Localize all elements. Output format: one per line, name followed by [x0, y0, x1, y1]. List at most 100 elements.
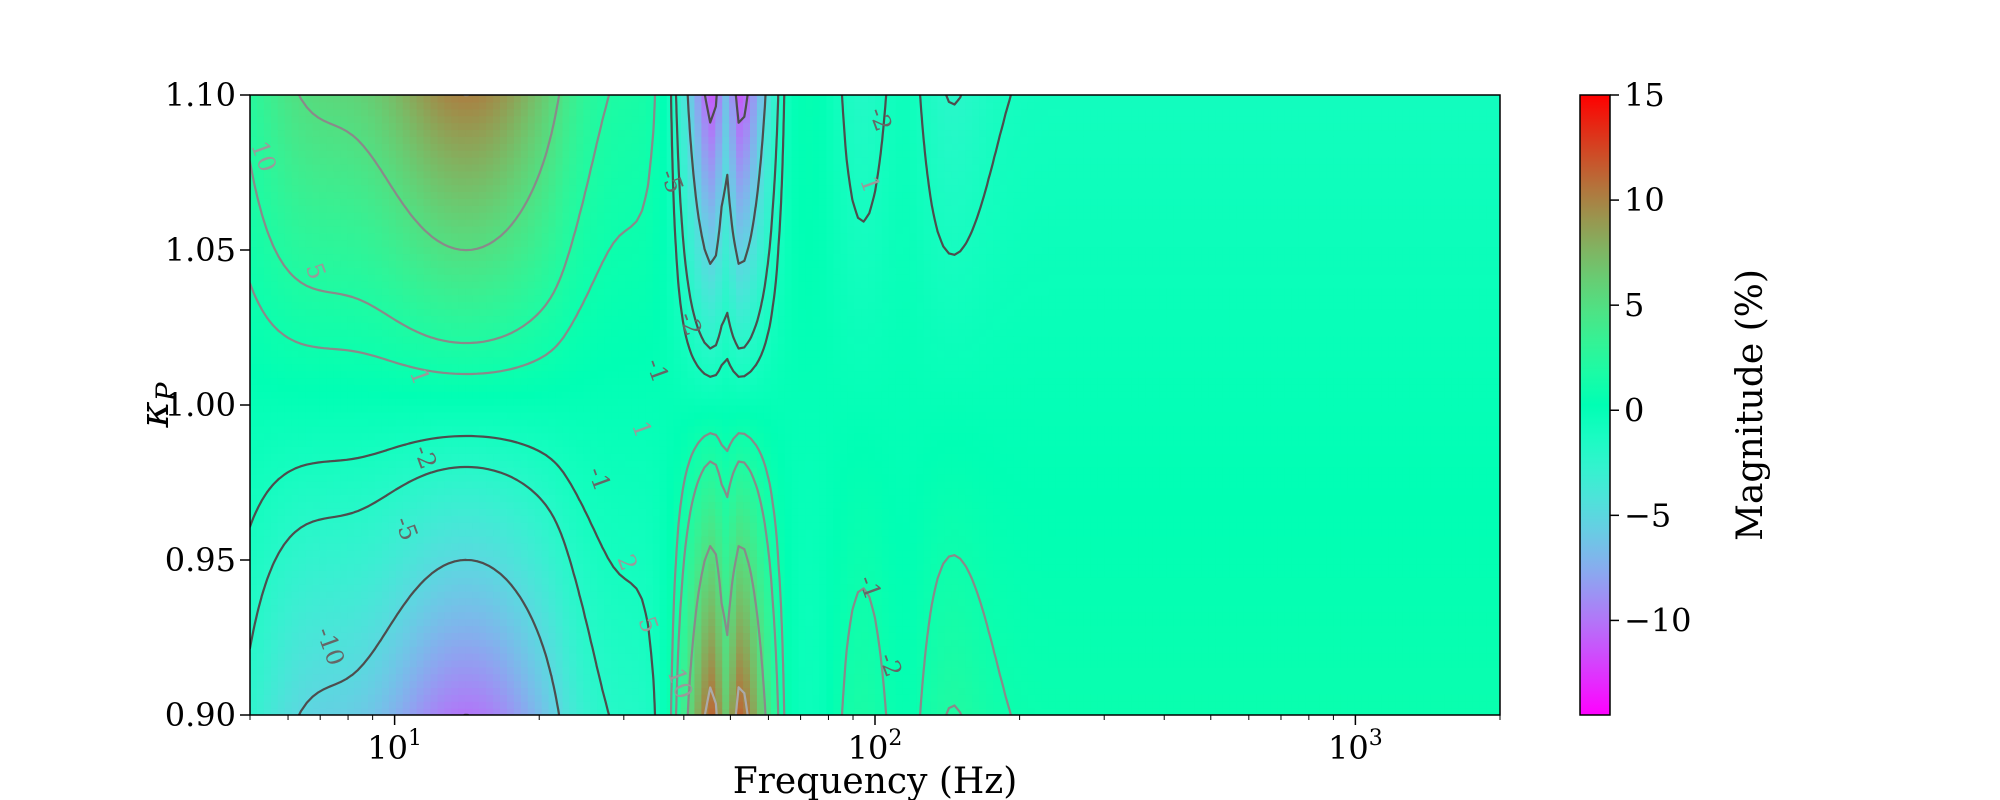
heatmap-cell	[375, 460, 383, 468]
heatmap-cell	[263, 687, 272, 695]
heatmap-cell	[458, 570, 466, 578]
heatmap-cell	[298, 591, 307, 599]
heatmap-cell	[486, 129, 494, 137]
heatmap-cell	[319, 150, 327, 158]
heatmap-cell	[555, 239, 564, 248]
heatmap-cell	[409, 184, 418, 193]
heatmap-cell	[569, 411, 577, 420]
heatmap-cell	[562, 467, 571, 475]
heatmap-cell	[534, 405, 543, 413]
heatmap-cell	[583, 680, 591, 689]
heatmap-cell	[312, 542, 321, 551]
heatmap-cell	[402, 418, 411, 427]
heatmap-cell	[597, 494, 605, 503]
heatmap-cell	[368, 646, 376, 654]
heatmap-cell	[465, 604, 473, 613]
heatmap-cell	[263, 239, 272, 248]
heatmap-cell	[368, 666, 376, 675]
heatmap-cell	[527, 329, 536, 337]
heatmap-cell	[291, 370, 300, 379]
heatmap-cell	[340, 108, 348, 117]
heatmap-cell	[354, 343, 362, 351]
heatmap-cell	[326, 611, 334, 620]
heatmap-cell	[347, 274, 355, 282]
heatmap-cell	[368, 225, 376, 234]
heatmap-cell	[298, 198, 307, 206]
heatmap-cell	[451, 508, 459, 516]
heatmap-cell	[458, 191, 466, 199]
heatmap-cell	[409, 597, 418, 606]
heatmap-cell	[430, 225, 439, 234]
heatmap-cell	[347, 198, 355, 206]
heatmap-cell	[506, 432, 515, 441]
heatmap-cell	[312, 508, 321, 516]
heatmap-cell	[430, 184, 439, 193]
heatmap-cell	[395, 239, 404, 248]
heatmap-cell	[548, 267, 557, 275]
heatmap-cell	[347, 322, 355, 330]
heatmap-cell	[618, 618, 626, 627]
heatmap-cell	[493, 694, 501, 702]
heatmap-cell	[437, 205, 446, 213]
heatmap-cell	[263, 556, 272, 565]
heatmap-cell	[534, 597, 543, 606]
heatmap-cell	[625, 501, 633, 509]
heatmap-cell	[284, 157, 293, 165]
heatmap-cell	[263, 349, 272, 358]
heatmap-cell	[319, 391, 327, 399]
heatmap-cell	[506, 439, 515, 447]
heatmap-cell	[493, 439, 501, 447]
heatmap-cell	[500, 205, 508, 213]
heatmap-cell	[555, 101, 564, 110]
heatmap-cell	[312, 101, 321, 110]
heatmap-cell	[562, 411, 571, 420]
heatmap-cell	[388, 225, 397, 234]
heatmap-cell	[513, 267, 522, 275]
heatmap-cell	[361, 150, 369, 158]
heatmap-cell	[319, 529, 327, 537]
heatmap-cell	[597, 701, 605, 709]
heatmap-cell	[437, 95, 446, 103]
heatmap-cell	[354, 659, 362, 668]
heatmap-cell	[284, 563, 293, 571]
heatmap-cell	[340, 212, 348, 220]
heatmap-cell	[631, 384, 640, 392]
heatmap-cell	[333, 329, 341, 337]
heatmap-cell	[479, 122, 487, 131]
heatmap-cell	[604, 308, 612, 317]
heatmap-cell	[430, 405, 439, 413]
heatmap-cell	[409, 246, 418, 255]
heatmap-cell	[256, 377, 265, 385]
heatmap-cell	[618, 701, 626, 709]
heatmap-cell	[256, 604, 265, 613]
heatmap-cell	[326, 336, 334, 344]
heatmap-cell	[326, 101, 334, 110]
heatmap-cell	[472, 170, 480, 179]
heatmap-cell	[402, 315, 411, 323]
heatmap-cell	[416, 267, 425, 275]
heatmap-cell	[319, 253, 327, 261]
heatmap-cell	[576, 274, 584, 282]
heatmap-cell	[465, 177, 473, 186]
heatmap-cell	[381, 625, 390, 633]
heatmap-cell	[534, 163, 543, 172]
heatmap-cell	[458, 411, 466, 420]
heatmap-cell	[465, 191, 473, 199]
heatmap-cell	[618, 363, 626, 372]
heatmap-cell	[430, 473, 439, 482]
heatmap-cell	[576, 460, 584, 468]
heatmap-cell	[576, 666, 584, 675]
heatmap-cell	[569, 522, 577, 530]
heatmap-cell	[618, 95, 626, 103]
heatmap-cell	[354, 260, 362, 268]
heatmap-cell	[479, 170, 487, 179]
heatmap-cell	[604, 212, 612, 220]
heatmap-cell	[416, 391, 425, 399]
heatmap-cell	[305, 618, 314, 627]
heatmap-cell	[541, 584, 550, 592]
heatmap-cell	[534, 356, 543, 365]
heatmap-cell	[472, 363, 480, 372]
heatmap-cell	[569, 639, 577, 647]
heatmap-cell	[513, 391, 522, 399]
heatmap-cell	[631, 632, 640, 640]
